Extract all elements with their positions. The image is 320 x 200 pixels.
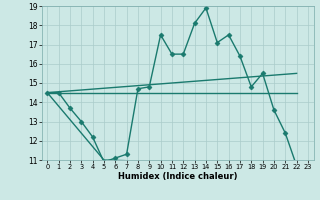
X-axis label: Humidex (Indice chaleur): Humidex (Indice chaleur) <box>118 172 237 181</box>
